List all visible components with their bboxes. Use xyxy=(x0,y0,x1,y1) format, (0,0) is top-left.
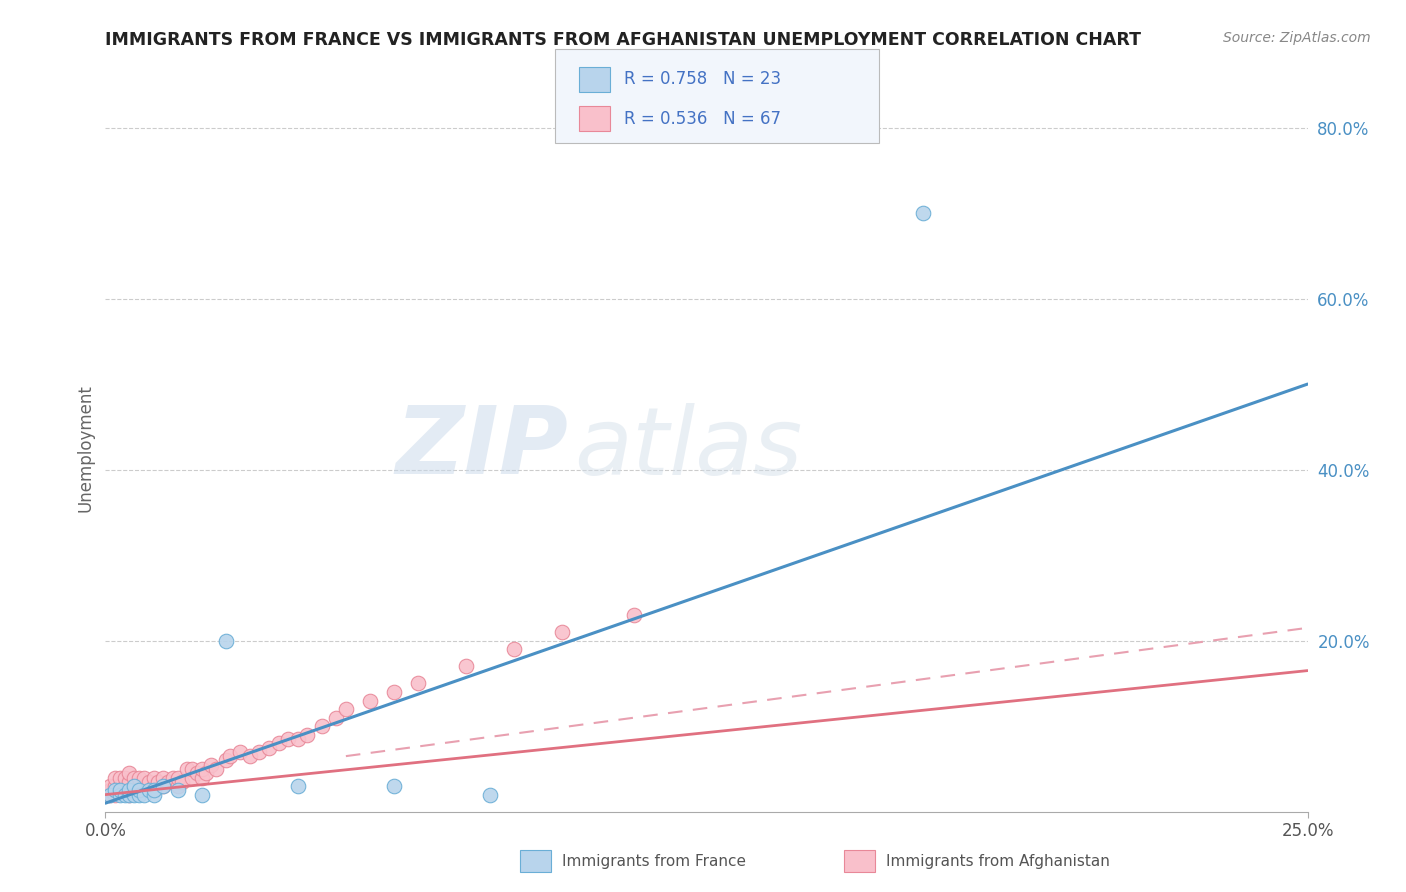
Point xyxy=(114,783,136,797)
Point xyxy=(214,633,236,648)
Point xyxy=(142,779,165,793)
Point xyxy=(108,779,131,793)
Point xyxy=(176,762,198,776)
Point xyxy=(128,783,150,797)
Point xyxy=(335,702,357,716)
Point xyxy=(124,771,146,785)
Point xyxy=(142,783,165,797)
Point xyxy=(114,788,136,802)
Point xyxy=(287,779,309,793)
Point xyxy=(114,771,136,785)
Point xyxy=(104,783,127,797)
Point xyxy=(132,788,155,802)
Point xyxy=(454,659,477,673)
Point xyxy=(128,779,150,793)
Text: Immigrants from Afghanistan: Immigrants from Afghanistan xyxy=(886,854,1109,869)
Point xyxy=(108,771,131,785)
Point xyxy=(108,783,131,797)
Point xyxy=(128,771,150,785)
Text: IMMIGRANTS FROM FRANCE VS IMMIGRANTS FROM AFGHANISTAN UNEMPLOYMENT CORRELATION C: IMMIGRANTS FROM FRANCE VS IMMIGRANTS FRO… xyxy=(105,31,1142,49)
Point xyxy=(503,642,526,657)
Point xyxy=(138,783,160,797)
Point xyxy=(166,771,188,785)
Point xyxy=(118,788,141,802)
Point xyxy=(190,762,212,776)
Point xyxy=(108,783,131,797)
Point xyxy=(142,783,165,797)
Point xyxy=(118,783,141,797)
Point xyxy=(311,719,333,733)
Point xyxy=(104,771,127,785)
Text: Source: ZipAtlas.com: Source: ZipAtlas.com xyxy=(1223,31,1371,45)
Point xyxy=(98,779,121,793)
Text: R = 0.536   N = 67: R = 0.536 N = 67 xyxy=(624,110,782,128)
Point xyxy=(247,745,270,759)
Point xyxy=(382,685,405,699)
Point xyxy=(623,607,645,622)
Point xyxy=(124,783,146,797)
Point xyxy=(277,731,299,746)
Point xyxy=(229,745,252,759)
Point xyxy=(152,779,174,793)
Point xyxy=(195,766,218,780)
Point xyxy=(267,736,290,750)
Point xyxy=(118,788,141,802)
Point xyxy=(118,774,141,789)
Point xyxy=(239,749,262,764)
Point xyxy=(205,762,228,776)
Point xyxy=(911,206,934,220)
Point xyxy=(325,711,347,725)
Point xyxy=(152,771,174,785)
Point xyxy=(551,625,574,640)
Point xyxy=(156,774,179,789)
Point xyxy=(124,779,146,793)
Point xyxy=(287,731,309,746)
Point xyxy=(190,771,212,785)
Point xyxy=(114,779,136,793)
Point xyxy=(181,771,204,785)
Text: Immigrants from France: Immigrants from France xyxy=(562,854,747,869)
Point xyxy=(118,766,141,780)
Point xyxy=(108,788,131,802)
Point xyxy=(166,779,188,793)
Point xyxy=(214,753,236,767)
Point xyxy=(104,788,127,802)
Point xyxy=(297,728,319,742)
Point xyxy=(162,771,184,785)
Point xyxy=(98,788,121,802)
Point xyxy=(181,762,204,776)
Point xyxy=(142,771,165,785)
Point xyxy=(132,779,155,793)
Point xyxy=(138,783,160,797)
Point xyxy=(132,783,155,797)
Point xyxy=(128,788,150,802)
Point xyxy=(132,771,155,785)
Point xyxy=(359,693,381,707)
Point xyxy=(257,740,280,755)
Point xyxy=(219,749,242,764)
Point xyxy=(172,774,194,789)
Point xyxy=(166,783,188,797)
Point xyxy=(124,788,146,802)
Point xyxy=(186,766,208,780)
Point xyxy=(128,783,150,797)
Point xyxy=(124,779,146,793)
Point xyxy=(190,788,212,802)
Text: R = 0.758   N = 23: R = 0.758 N = 23 xyxy=(624,70,782,88)
Point xyxy=(479,788,502,802)
Point xyxy=(104,779,127,793)
Point xyxy=(138,774,160,789)
Point xyxy=(200,757,222,772)
Point xyxy=(118,779,141,793)
Point xyxy=(98,788,121,802)
Text: atlas: atlas xyxy=(574,402,803,494)
Point xyxy=(406,676,429,690)
Point xyxy=(382,779,405,793)
Y-axis label: Unemployment: Unemployment xyxy=(76,384,94,512)
Point xyxy=(98,783,121,797)
Point xyxy=(142,788,165,802)
Point xyxy=(152,779,174,793)
Point xyxy=(148,774,170,789)
Text: ZIP: ZIP xyxy=(395,402,568,494)
